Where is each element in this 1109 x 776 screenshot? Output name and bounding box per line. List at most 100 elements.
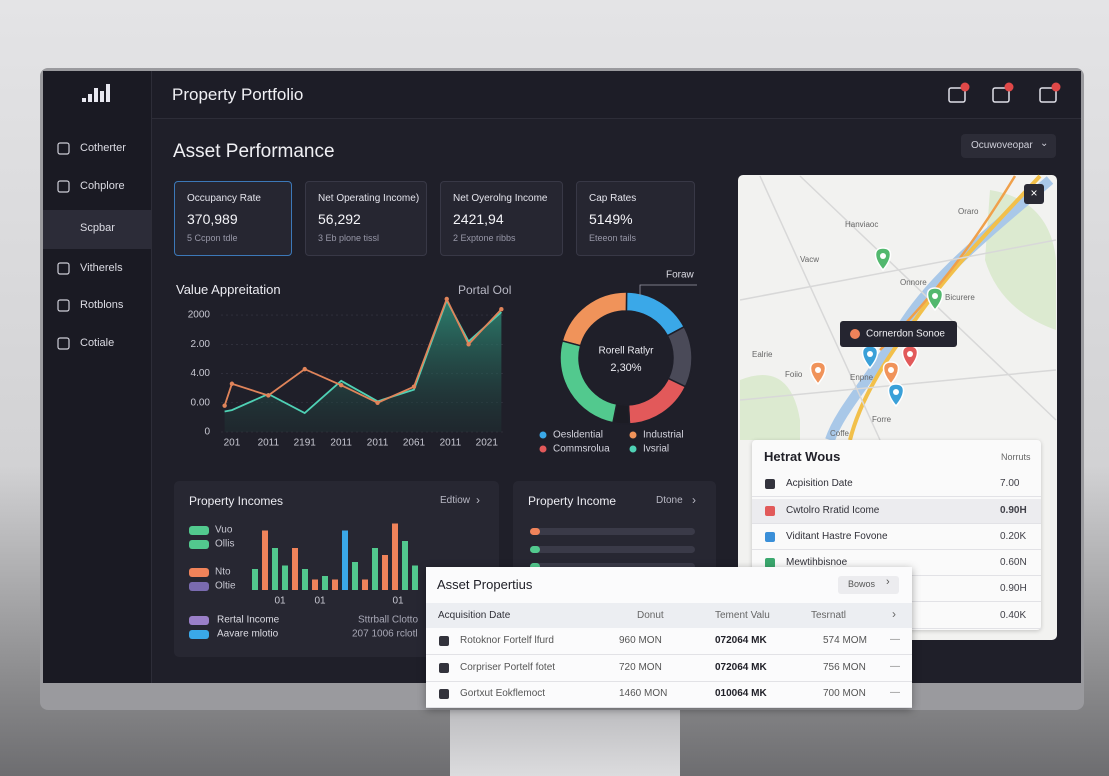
logo-bar: [100, 91, 104, 102]
logo-bar: [106, 84, 110, 102]
bar: [372, 548, 378, 590]
top-bar: [152, 71, 1081, 119]
column-header: Tesrnatl: [811, 610, 847, 621]
kpi-label: Net Operating Income): [318, 193, 420, 204]
legend-swatch: [189, 568, 209, 577]
y-tick-label: 2000: [188, 310, 211, 321]
callout-line: [639, 284, 697, 296]
sidebar-item[interactable]: Cotherter: [80, 142, 126, 154]
table-header: [426, 603, 912, 628]
table-cell: 700 MON: [823, 688, 866, 699]
bar: [272, 548, 278, 590]
donut-slice: [559, 339, 618, 424]
row-icon: [765, 558, 775, 568]
sidebar-selected: [43, 210, 151, 249]
logo-bar: [88, 94, 92, 102]
sidebar-item[interactable]: Vitherels: [80, 262, 123, 274]
map-pin-dot: [893, 389, 899, 395]
point: [229, 381, 235, 386]
row-icon: [439, 636, 449, 646]
overlay-button[interactable]: [838, 576, 899, 594]
table-cell: 960 MON: [619, 635, 662, 646]
map-place: Hanviaoc: [845, 220, 878, 229]
kpi-value: 2421,94: [453, 211, 504, 227]
section-title: Asset Performance: [173, 141, 335, 162]
y-tick-label: 0.00: [191, 397, 211, 408]
legend-swatch: [629, 431, 637, 439]
dropdown-caret[interactable]: ⌄: [1040, 138, 1049, 149]
map-label-icon: [850, 329, 860, 339]
point: [338, 383, 344, 388]
x-tick-label: 01: [392, 596, 404, 607]
sidebar-item[interactable]: Scpbar: [80, 222, 115, 234]
point: [375, 400, 380, 405]
map-pin-dot: [888, 367, 894, 373]
value-chart-legend: Portal Ool: [458, 283, 512, 297]
overlay-panel: [426, 567, 912, 708]
table-cell: Corpriser Portelf fotet: [460, 662, 556, 673]
bar: [392, 523, 398, 590]
panel-link-arrow[interactable]: ›: [476, 493, 480, 507]
sidebar-item[interactable]: Cohplore: [80, 180, 125, 192]
progress-dot: [530, 563, 540, 570]
row-value: 0.90H: [1000, 505, 1027, 516]
list-link[interactable]: Norruts: [1001, 452, 1031, 462]
kpi-card: [305, 181, 427, 256]
point: [222, 403, 227, 408]
sidebar-item[interactable]: Cotiale: [80, 337, 115, 349]
legend-label: Oesldential: [553, 430, 603, 441]
x-tick-label: 201: [224, 438, 241, 449]
close-button: [1024, 184, 1044, 204]
legend-swatch: [539, 445, 547, 453]
bar: [282, 565, 288, 590]
map-pin-dot: [867, 351, 873, 357]
legend-label: Rertal Income: [217, 615, 280, 626]
legend-label: Ivsrial: [643, 444, 669, 455]
kpi-note: 3 Eb plone tissl: [318, 233, 380, 243]
sidebar-icon: [57, 262, 70, 275]
x-tick-label: 2021: [476, 438, 499, 449]
header-icon: [992, 87, 1010, 103]
legend-label: Vuo: [215, 525, 233, 536]
panel-title: Property Income: [528, 494, 617, 508]
x-tick-label: 2061: [403, 438, 426, 449]
kpi-note: 5 Ccpon tdle: [187, 233, 238, 243]
kpi-value: 56,292: [318, 211, 361, 227]
legend-swatch: [189, 526, 209, 535]
kpi-card: [174, 181, 292, 256]
overlay-button-arrow[interactable]: ›: [886, 576, 890, 588]
row-label: Mewtihbisnoe: [786, 557, 848, 568]
dropdown-label[interactable]: Ocuwoveopar: [971, 140, 1033, 151]
bar: [262, 530, 268, 590]
close-icon: ×: [1030, 186, 1037, 200]
row-divider: [752, 549, 1041, 550]
progress-track: [530, 546, 695, 553]
kpi-card: [440, 181, 563, 256]
row-label: Acpisition Date: [786, 478, 853, 489]
row-value: 0.40K: [1000, 610, 1027, 621]
header-icon: [1039, 87, 1057, 103]
map-place: Oraro: [958, 207, 979, 216]
legend-label: Oltie: [215, 581, 236, 592]
row-divider: [426, 654, 912, 655]
panel-link[interactable]: Edtiow: [440, 495, 471, 506]
row-dash: —: [890, 634, 900, 645]
bar: [412, 565, 418, 590]
row-dash: —: [890, 687, 900, 698]
overlay-button-label[interactable]: Bowos: [848, 579, 876, 589]
list-title: Hetrat Wous: [764, 449, 841, 464]
row-label: Viditant Hastre Fovone: [786, 531, 888, 542]
panel-link-arrow[interactable]: ›: [692, 493, 696, 507]
dropdown[interactable]: [961, 134, 1056, 158]
bar: [332, 579, 338, 590]
row-value: 0.60N: [1000, 557, 1027, 568]
panel-link[interactable]: Dtone: [656, 495, 683, 506]
sidebar-item[interactable]: Rotblons: [80, 299, 124, 311]
monitor-stand: [450, 708, 680, 776]
donut-center-value: 2,30%: [610, 362, 641, 374]
kpi-card: [576, 181, 695, 256]
callout: Foraw: [666, 270, 695, 281]
